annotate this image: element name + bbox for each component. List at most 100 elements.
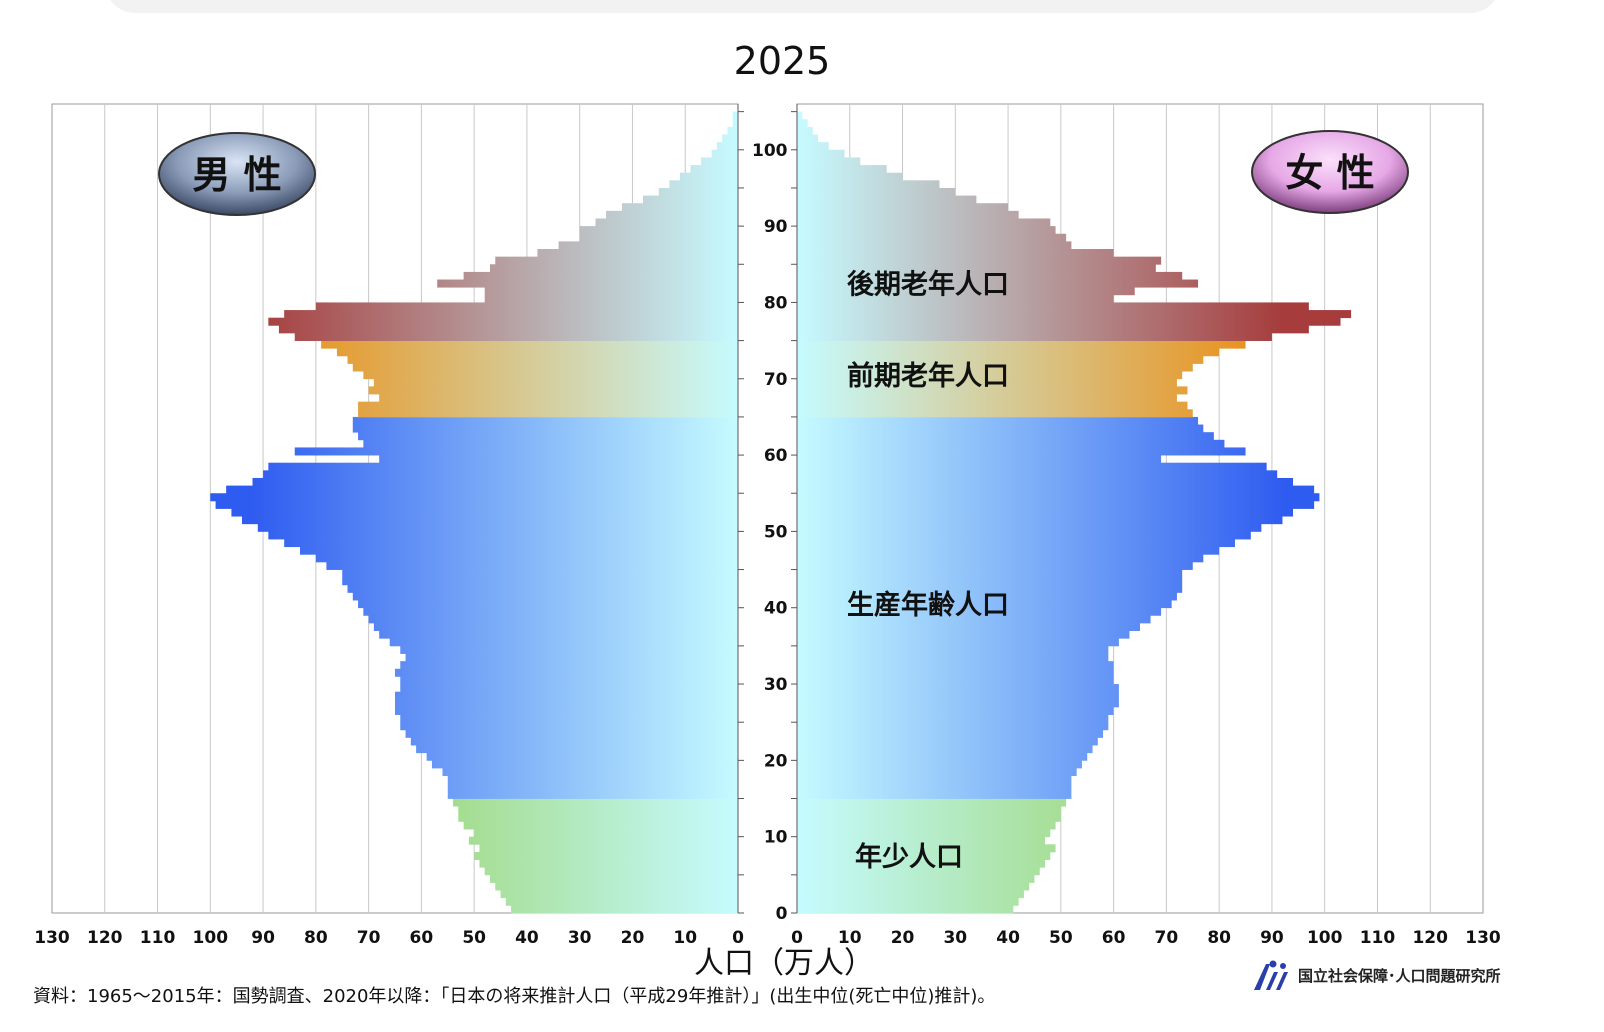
x-tick-label: 70 [1155, 928, 1179, 948]
x-tick-label: 110 [1360, 928, 1396, 948]
x-tick-label: 60 [410, 928, 434, 948]
female-bar [797, 111, 803, 120]
male-bar [342, 577, 738, 586]
female-bar [797, 699, 1119, 708]
male-bar [379, 394, 738, 403]
male-bar [342, 569, 738, 578]
female-bar [797, 706, 1114, 715]
female-bar [797, 668, 1114, 677]
female-bar [797, 470, 1278, 479]
age-tick-label: 70 [764, 370, 788, 390]
female-bar [797, 218, 1051, 227]
female-bar [797, 119, 808, 128]
x-tick-label: 90 [251, 928, 275, 948]
male-bar [315, 302, 738, 311]
male-bar [458, 813, 738, 822]
x-tick-label: 130 [34, 928, 70, 948]
top-bar [105, 0, 1500, 13]
female-bar [797, 317, 1341, 326]
female-bar [797, 584, 1183, 593]
male-bar [479, 859, 738, 868]
female-bar [797, 432, 1214, 441]
male-bar [373, 378, 738, 387]
male-bar [263, 470, 738, 479]
male-bar [278, 325, 738, 334]
female-bar [797, 767, 1077, 777]
female-bar [797, 165, 887, 174]
ipss-logo-icon [1254, 960, 1288, 990]
x-tick-label: 10 [838, 928, 862, 948]
male-bar [410, 737, 738, 746]
male-bar [373, 622, 738, 632]
female-bar [797, 897, 1019, 906]
male-bar [732, 111, 738, 120]
female-bar [797, 645, 1109, 654]
female-bar [797, 149, 845, 158]
male-bar [595, 218, 738, 227]
male-bar [643, 195, 738, 204]
female-bar [797, 493, 1320, 502]
male-bar [352, 592, 738, 601]
male-bar [500, 890, 738, 899]
female-bar [797, 851, 1051, 860]
male-bar [690, 165, 738, 174]
male-bar [358, 409, 738, 418]
female-bar [797, 691, 1119, 700]
female-bar [797, 531, 1251, 540]
female-bar [797, 401, 1188, 410]
female-bar [797, 500, 1315, 509]
age-tick-label: 100 [752, 141, 788, 161]
female-bar [797, 592, 1177, 601]
male-bar [379, 630, 738, 639]
male-bar [321, 340, 738, 349]
female-bar [797, 340, 1246, 349]
female-bar [797, 859, 1046, 868]
male-bar [405, 729, 738, 738]
female-bar [797, 653, 1109, 662]
male-bar [395, 706, 738, 715]
female-bar [797, 203, 1009, 212]
female-bar [797, 477, 1294, 487]
female-bar [797, 187, 956, 196]
male-bar [379, 455, 738, 464]
x-tick-label: 20 [621, 928, 645, 948]
female-bar [797, 195, 977, 204]
female-bar [797, 890, 1024, 899]
female-badge: 女 性 [1251, 130, 1409, 214]
male-bar [621, 203, 738, 212]
male-bar [722, 134, 738, 143]
female-bar [797, 142, 829, 151]
x-tick-label: 40 [515, 928, 539, 948]
male-bar [400, 714, 738, 723]
x-tick-label: 50 [462, 928, 486, 948]
male-label: 男 性 [192, 153, 281, 197]
x-tick-label: 40 [996, 928, 1020, 948]
female-bar [797, 363, 1193, 372]
male-bar [284, 539, 738, 548]
organization-name: 国立社会保障･人口問題研究所 [1298, 966, 1501, 985]
male-bar [257, 523, 738, 532]
male-bar [701, 157, 738, 166]
male-bar [400, 645, 738, 654]
male-bar [431, 760, 738, 769]
male-bar [389, 638, 738, 647]
male-bar [453, 798, 738, 807]
male-bar [732, 119, 738, 128]
female-bar [797, 622, 1140, 632]
x-tick-label: 70 [357, 928, 381, 948]
female-bar [797, 638, 1119, 647]
male-bar [315, 554, 738, 563]
x-tick-label: 120 [1412, 928, 1448, 948]
male-bar [363, 371, 738, 380]
female-bar [797, 684, 1119, 693]
male-bar [505, 897, 738, 906]
female-bar [797, 523, 1262, 532]
x-tick-label: 100 [193, 928, 229, 948]
male-bar [416, 745, 738, 754]
female-bar [797, 554, 1204, 563]
male-bar [252, 477, 738, 487]
source-note: 資料：1965～2015年：国勢調査、2020年以降：「日本の将来推計人口（平成… [33, 986, 996, 1007]
